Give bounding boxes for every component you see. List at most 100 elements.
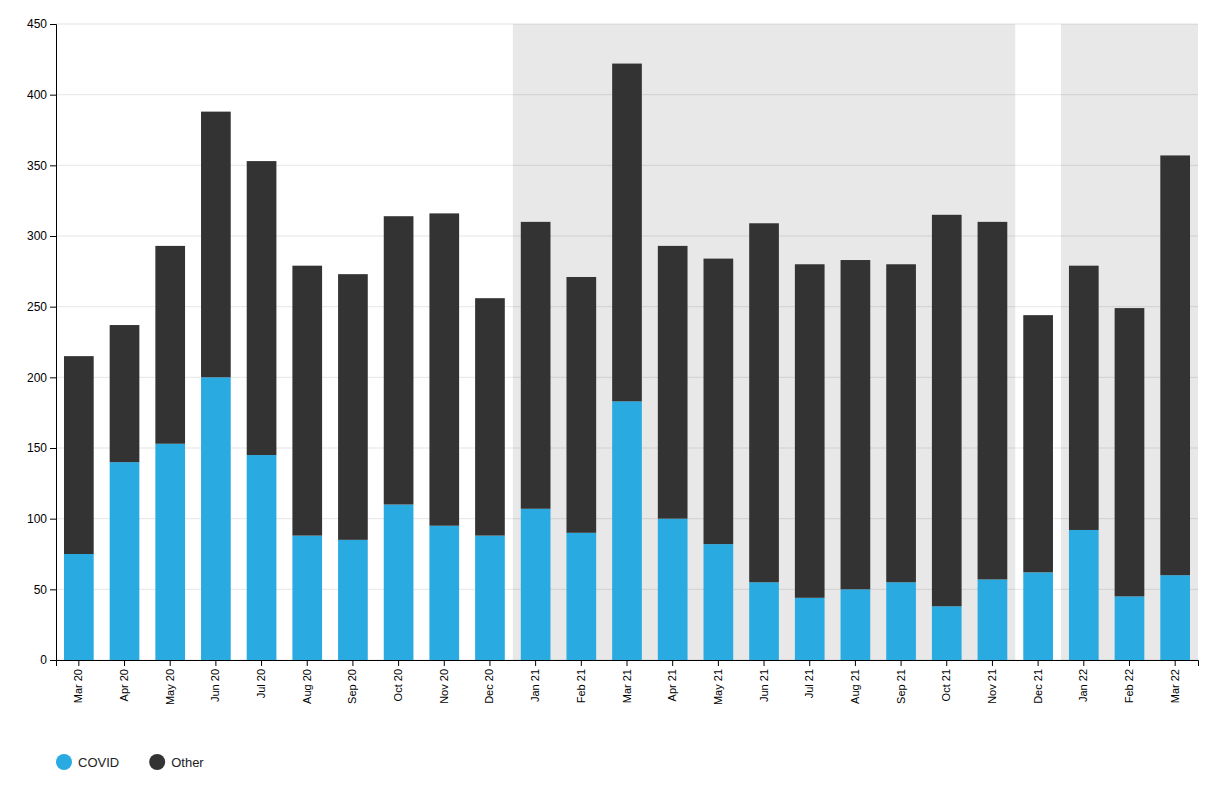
bar xyxy=(429,526,459,660)
bar xyxy=(201,112,231,378)
tick: Nov 21 xyxy=(986,660,998,704)
tick-mark xyxy=(124,660,125,666)
tick: Aug 21 xyxy=(849,660,861,704)
tick: 0 xyxy=(40,653,56,667)
tick-label: Oct 20 xyxy=(392,669,404,701)
tick: 150 xyxy=(27,441,56,455)
tick-mark xyxy=(50,448,56,449)
bar xyxy=(1160,575,1190,660)
tick-mark xyxy=(1083,660,1084,666)
tick-mark xyxy=(50,660,56,661)
tick: 300 xyxy=(27,229,56,243)
tick: 350 xyxy=(27,159,56,173)
tick-mark xyxy=(535,660,536,666)
bar xyxy=(658,246,688,519)
tick: Mar 21 xyxy=(621,660,633,703)
bar xyxy=(566,277,596,533)
tick-label: Nov 20 xyxy=(438,669,450,704)
tick-mark xyxy=(78,660,79,666)
tick-label: Mar 22 xyxy=(1169,669,1181,703)
bar xyxy=(841,260,871,589)
tick-label: Feb 22 xyxy=(1123,669,1135,703)
tick-label: May 20 xyxy=(164,669,176,705)
bar xyxy=(292,536,322,660)
tick-label: 400 xyxy=(27,88,47,102)
bar xyxy=(247,161,277,455)
bar xyxy=(1023,315,1053,572)
tick-mark xyxy=(672,660,673,666)
tick-label: 300 xyxy=(27,229,47,243)
tick-mark xyxy=(992,660,993,666)
bar xyxy=(1115,596,1145,660)
bar xyxy=(1069,266,1099,530)
bar xyxy=(155,246,185,444)
tick-mark xyxy=(261,660,262,666)
bar xyxy=(1160,155,1190,575)
tick-mark xyxy=(627,660,628,666)
tick: Sep 20 xyxy=(346,660,358,704)
bar xyxy=(612,64,642,402)
axis-line xyxy=(57,661,1199,667)
legend: COVID Other xyxy=(56,754,204,770)
bar xyxy=(841,589,871,660)
tick-mark xyxy=(50,95,56,96)
tick-label: 250 xyxy=(27,300,47,314)
tick: Oct 20 xyxy=(392,660,404,701)
tick-mark xyxy=(809,660,810,666)
tick-label: 100 xyxy=(27,512,47,526)
bar xyxy=(521,222,551,509)
tick-mark xyxy=(170,660,171,666)
legend-label: COVID xyxy=(78,755,119,770)
tick-mark xyxy=(307,660,308,666)
legend-marker xyxy=(149,754,165,770)
tick-mark xyxy=(50,377,56,378)
x-axis: Mar 20Apr 20May 20Jun 20Jul 20Aug 20Sep … xyxy=(57,660,1199,705)
tick-mark xyxy=(1175,660,1176,666)
bar xyxy=(247,455,277,660)
tick-label: Aug 20 xyxy=(301,669,313,704)
tick-label: 350 xyxy=(27,159,47,173)
tick-mark xyxy=(1038,660,1039,666)
shaded-region xyxy=(1061,24,1198,660)
tick-label: 50 xyxy=(34,583,48,597)
bar xyxy=(749,582,779,660)
plot: 050100150200250300350400450Mar 20Apr 20M… xyxy=(27,17,1199,705)
tick: Jul 20 xyxy=(255,660,267,698)
bar xyxy=(978,579,1008,660)
bar xyxy=(612,401,642,660)
tick: 200 xyxy=(27,371,56,385)
tick: Dec 20 xyxy=(483,660,495,704)
series-bars xyxy=(64,377,1190,660)
bar xyxy=(338,274,368,540)
bar xyxy=(1023,572,1053,660)
tick-label: Mar 21 xyxy=(621,669,633,703)
bar xyxy=(110,462,140,660)
grid xyxy=(56,24,1198,660)
tick-label: 200 xyxy=(27,371,47,385)
bar xyxy=(886,264,916,582)
bar xyxy=(704,259,734,544)
chart: 050100150200250300350400450Mar 20Apr 20M… xyxy=(0,0,1222,790)
bar xyxy=(566,533,596,660)
grid-line xyxy=(56,24,1198,25)
tick-label: 450 xyxy=(27,17,47,31)
tick-label: Apr 21 xyxy=(666,669,678,701)
tick-mark xyxy=(50,165,56,166)
bar xyxy=(704,544,734,660)
bar xyxy=(384,505,414,660)
bars xyxy=(64,64,1190,660)
tick-mark xyxy=(764,660,765,666)
legend-label: Other xyxy=(171,755,204,770)
tick: Feb 22 xyxy=(1123,660,1135,703)
tick-label: Jun 20 xyxy=(209,669,221,702)
bar xyxy=(155,444,185,660)
tick-mark xyxy=(855,660,856,666)
tick: Mar 20 xyxy=(72,660,84,703)
tick: 50 xyxy=(34,583,56,597)
bar xyxy=(749,223,779,582)
tick-label: Jul 20 xyxy=(255,669,267,698)
tick-mark xyxy=(50,307,56,308)
tick-label: Aug 21 xyxy=(849,669,861,704)
tick: Oct 21 xyxy=(940,660,952,701)
bar xyxy=(292,266,322,536)
